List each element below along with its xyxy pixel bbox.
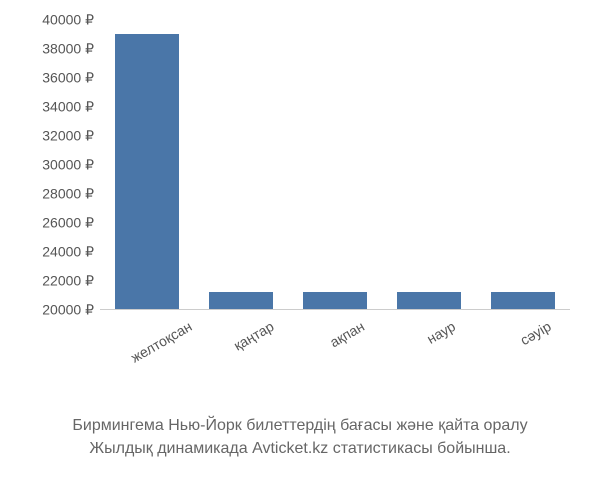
- y-tick-label: 36000 ₽: [42, 70, 94, 87]
- y-tick-label: 20000 ₽: [42, 302, 94, 319]
- plot-area: [100, 20, 570, 310]
- y-tick-label: 32000 ₽: [42, 128, 94, 145]
- y-tick-label: 34000 ₽: [42, 99, 94, 116]
- y-tick-label: 30000 ₽: [42, 157, 94, 174]
- bar: [209, 292, 273, 309]
- bar: [303, 292, 367, 309]
- chart-caption: Бирмингема Нью-Йорк билеттердің бағасы ж…: [0, 415, 600, 460]
- y-tick-label: 22000 ₽: [42, 273, 94, 290]
- y-tick-label: 28000 ₽: [42, 186, 94, 203]
- y-tick-label: 26000 ₽: [42, 215, 94, 232]
- bar-slot: [476, 20, 570, 309]
- bar: [397, 292, 461, 309]
- price-chart: 20000 ₽ 22000 ₽ 24000 ₽ 26000 ₽ 28000 ₽ 30000…: [10, 10, 590, 380]
- y-tick-label: 24000 ₽: [42, 244, 94, 261]
- x-tick-label: желтоқсан: [100, 312, 194, 380]
- bar: [491, 292, 555, 309]
- y-tick-label: 40000 ₽: [42, 12, 94, 29]
- bar-slot: [288, 20, 382, 309]
- bars-group: [100, 20, 570, 310]
- caption-line-1: Бирмингема Нью-Йорк билеттердің бағасы ж…: [10, 415, 590, 437]
- bar-slot: [382, 20, 476, 309]
- x-tick-label: наур: [382, 312, 476, 380]
- bar: [115, 34, 179, 309]
- x-tick-label: ақпан: [288, 312, 382, 380]
- y-tick-label: 38000 ₽: [42, 41, 94, 58]
- y-axis: 20000 ₽22000 ₽24000 ₽26000 ₽28000 ₽30000…: [10, 20, 98, 310]
- x-tick-label: сәуір: [476, 312, 570, 380]
- bar-slot: [100, 20, 194, 309]
- bar-slot: [194, 20, 288, 309]
- caption-line-2: Жылдық динамикада Avticket.kz статистика…: [10, 438, 590, 460]
- x-axis: желтоқсанқаңтарақпаннаурсәуір: [100, 312, 570, 380]
- x-tick-label: қаңтар: [194, 312, 288, 380]
